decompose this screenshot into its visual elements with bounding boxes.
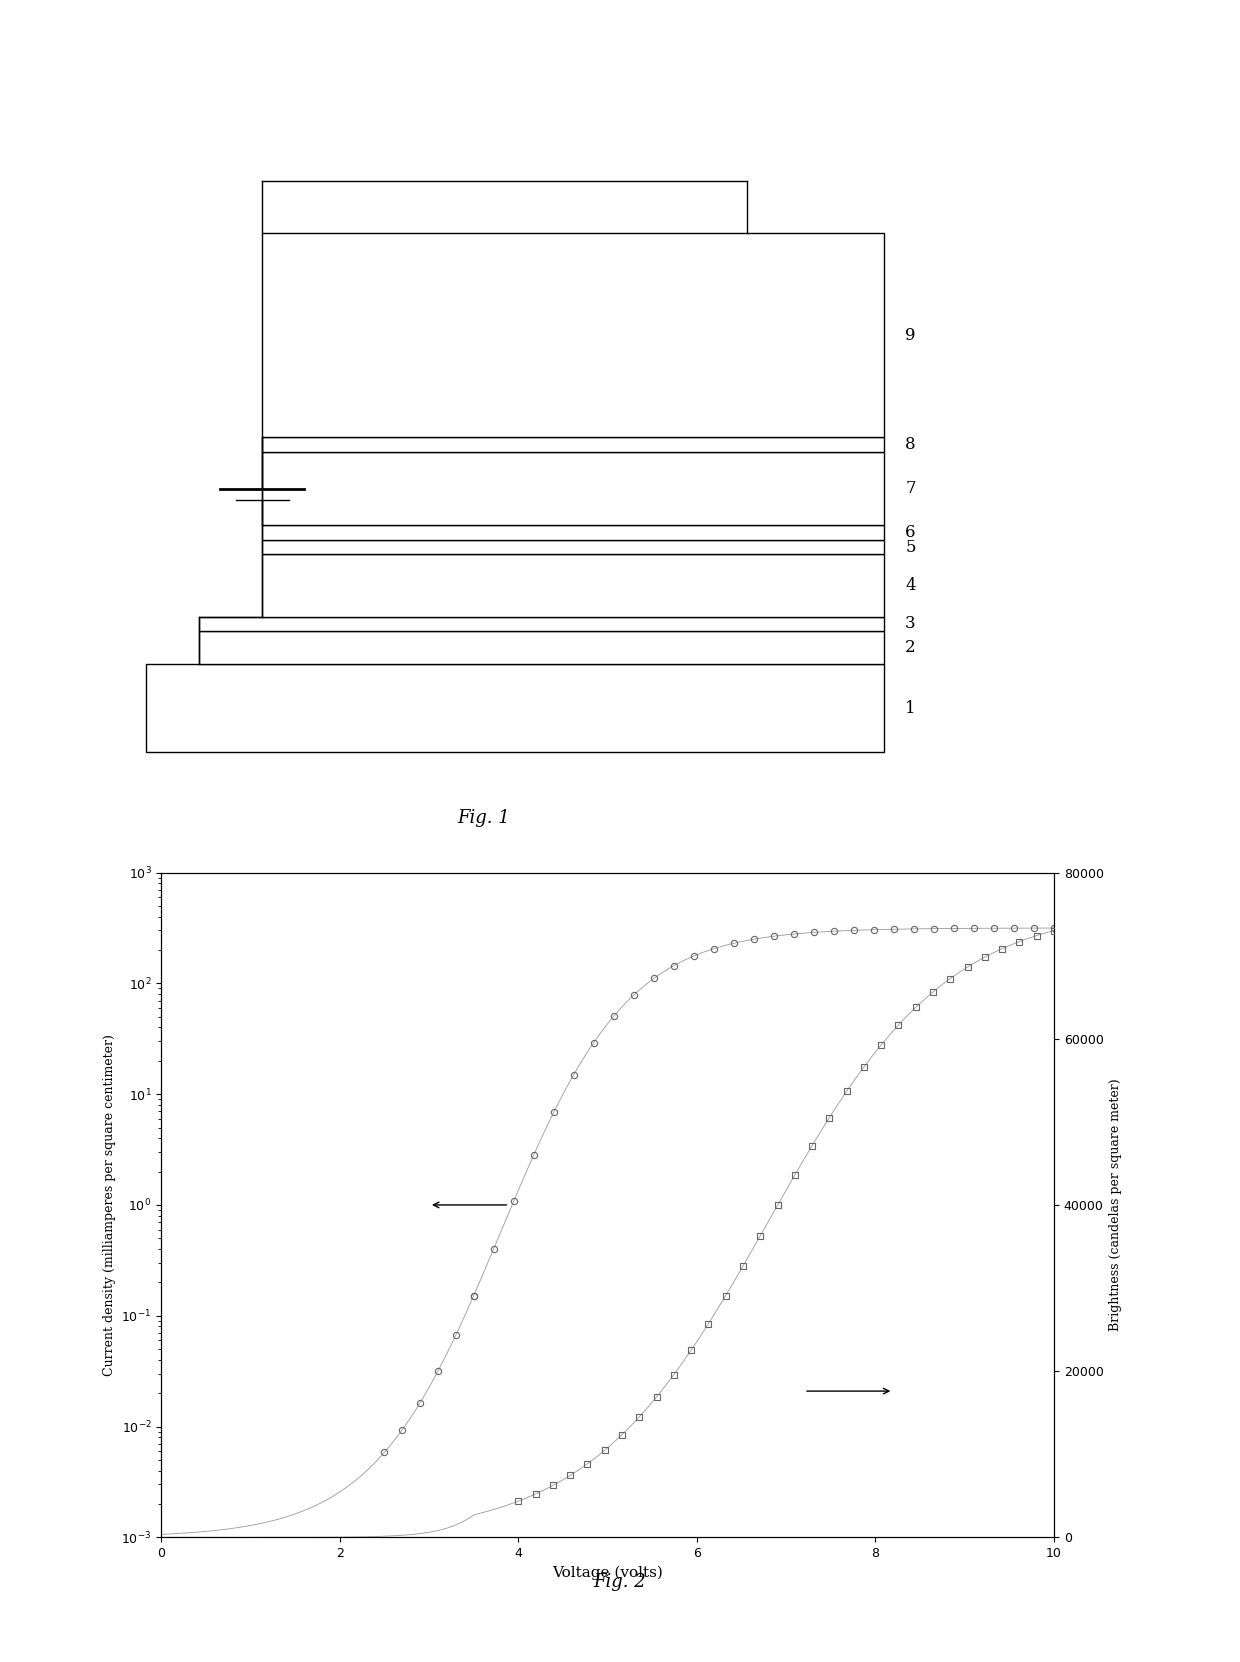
Bar: [263, 233, 884, 437]
Text: 8: 8: [905, 435, 916, 454]
Text: Fig. 2: Fig. 2: [594, 1574, 646, 1591]
Text: 9: 9: [905, 326, 915, 344]
Bar: [263, 555, 884, 617]
Bar: [263, 437, 884, 452]
Bar: [198, 632, 884, 665]
Text: 5: 5: [905, 538, 915, 555]
Text: 3: 3: [905, 615, 916, 633]
X-axis label: Voltage (volts): Voltage (volts): [552, 1566, 663, 1581]
Bar: [146, 665, 884, 751]
Y-axis label: Current density (milliamperes per square centimeter): Current density (milliamperes per square…: [103, 1034, 115, 1376]
Text: 1: 1: [905, 700, 916, 716]
Bar: [263, 525, 884, 540]
Text: Fig. 1: Fig. 1: [458, 809, 510, 826]
Bar: [198, 617, 884, 632]
Bar: [263, 452, 884, 525]
Bar: [263, 540, 884, 555]
Text: 4: 4: [905, 577, 916, 593]
Text: 7: 7: [905, 480, 916, 497]
Text: 2: 2: [905, 640, 916, 656]
Y-axis label: Brightness (candelas per square meter): Brightness (candelas per square meter): [1110, 1079, 1122, 1331]
Text: 6: 6: [905, 524, 915, 542]
